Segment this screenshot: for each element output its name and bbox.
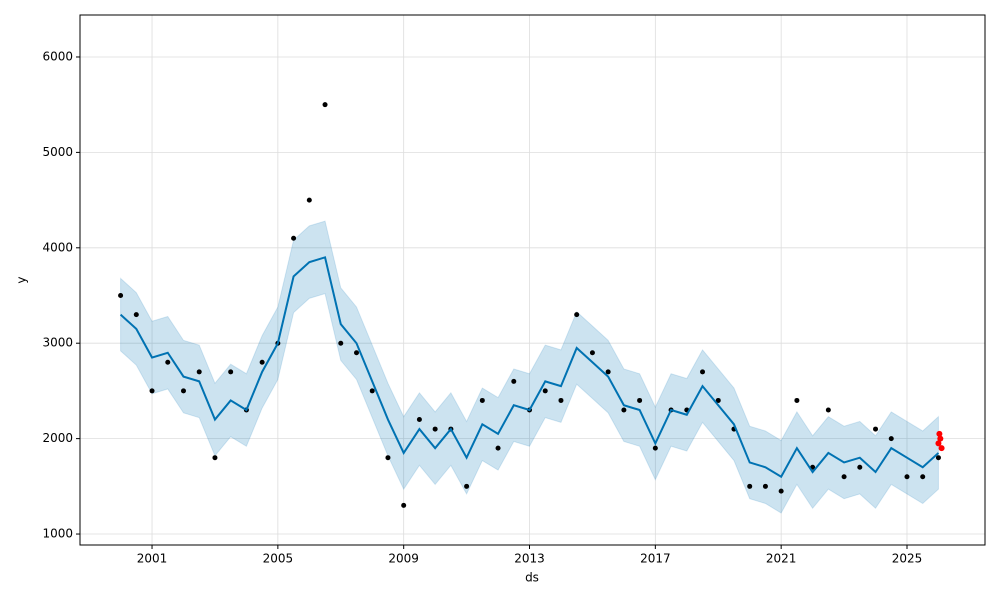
data-point — [212, 455, 218, 461]
data-point — [637, 397, 643, 403]
data-point — [747, 483, 753, 489]
data-point — [825, 407, 831, 413]
highlight-point — [938, 445, 945, 452]
data-point — [778, 488, 784, 494]
data-point — [464, 483, 470, 489]
data-point — [841, 474, 847, 480]
data-point — [401, 502, 407, 508]
data-point — [873, 426, 879, 432]
data-point — [165, 359, 171, 365]
data-point — [700, 369, 706, 375]
data-point — [762, 483, 768, 489]
y-tick-label: 4000 — [42, 240, 73, 254]
data-point — [589, 350, 595, 356]
data-point — [920, 474, 926, 480]
plot-frame — [79, 14, 986, 546]
data-point — [385, 455, 391, 461]
data-point — [369, 388, 375, 394]
data-point — [133, 312, 139, 318]
data-point — [259, 359, 265, 365]
data-point — [354, 350, 360, 356]
data-point — [196, 369, 202, 375]
data-point — [857, 464, 863, 470]
highlight-point — [937, 435, 944, 442]
x-tick-label: 2021 — [766, 552, 797, 566]
data-point — [558, 397, 564, 403]
x-tick-label: 2005 — [263, 552, 294, 566]
x-axis-label: ds — [525, 571, 539, 585]
data-point — [432, 426, 438, 432]
data-point — [715, 397, 721, 403]
data-point — [888, 436, 894, 442]
data-point — [495, 445, 501, 451]
data-point — [118, 293, 124, 299]
data-point — [621, 407, 627, 413]
y-tick-label: 6000 — [42, 49, 73, 63]
data-point — [291, 235, 297, 241]
x-tick-label: 2009 — [388, 552, 419, 566]
y-axis-label: y — [15, 276, 29, 283]
data-point — [228, 369, 234, 375]
uncertainty-band — [120, 220, 939, 514]
data-point — [322, 102, 328, 108]
highlight-point — [936, 430, 943, 437]
data-point — [149, 388, 155, 394]
data-point — [338, 340, 344, 346]
data-point — [904, 474, 910, 480]
forecast-line — [119, 256, 940, 479]
data-point — [306, 197, 312, 203]
y-tick-label: 3000 — [42, 336, 73, 350]
data-point — [511, 378, 517, 384]
data-point — [416, 417, 422, 423]
data-point — [935, 455, 941, 461]
x-tick-label: 2017 — [640, 552, 671, 566]
x-tick-label: 2001 — [137, 552, 168, 566]
y-tick-label: 1000 — [42, 527, 73, 541]
data-point — [574, 312, 580, 318]
data-point — [180, 388, 186, 394]
data-point — [652, 445, 658, 451]
highlight-point — [935, 440, 942, 447]
y-tick-label: 2000 — [42, 431, 73, 445]
x-tick-label: 2013 — [514, 552, 545, 566]
data-point — [794, 397, 800, 403]
x-tick-label: 2025 — [892, 552, 923, 566]
data-point — [605, 369, 611, 375]
y-tick-label: 5000 — [42, 145, 73, 159]
data-point — [542, 388, 548, 394]
data-point — [479, 397, 485, 403]
